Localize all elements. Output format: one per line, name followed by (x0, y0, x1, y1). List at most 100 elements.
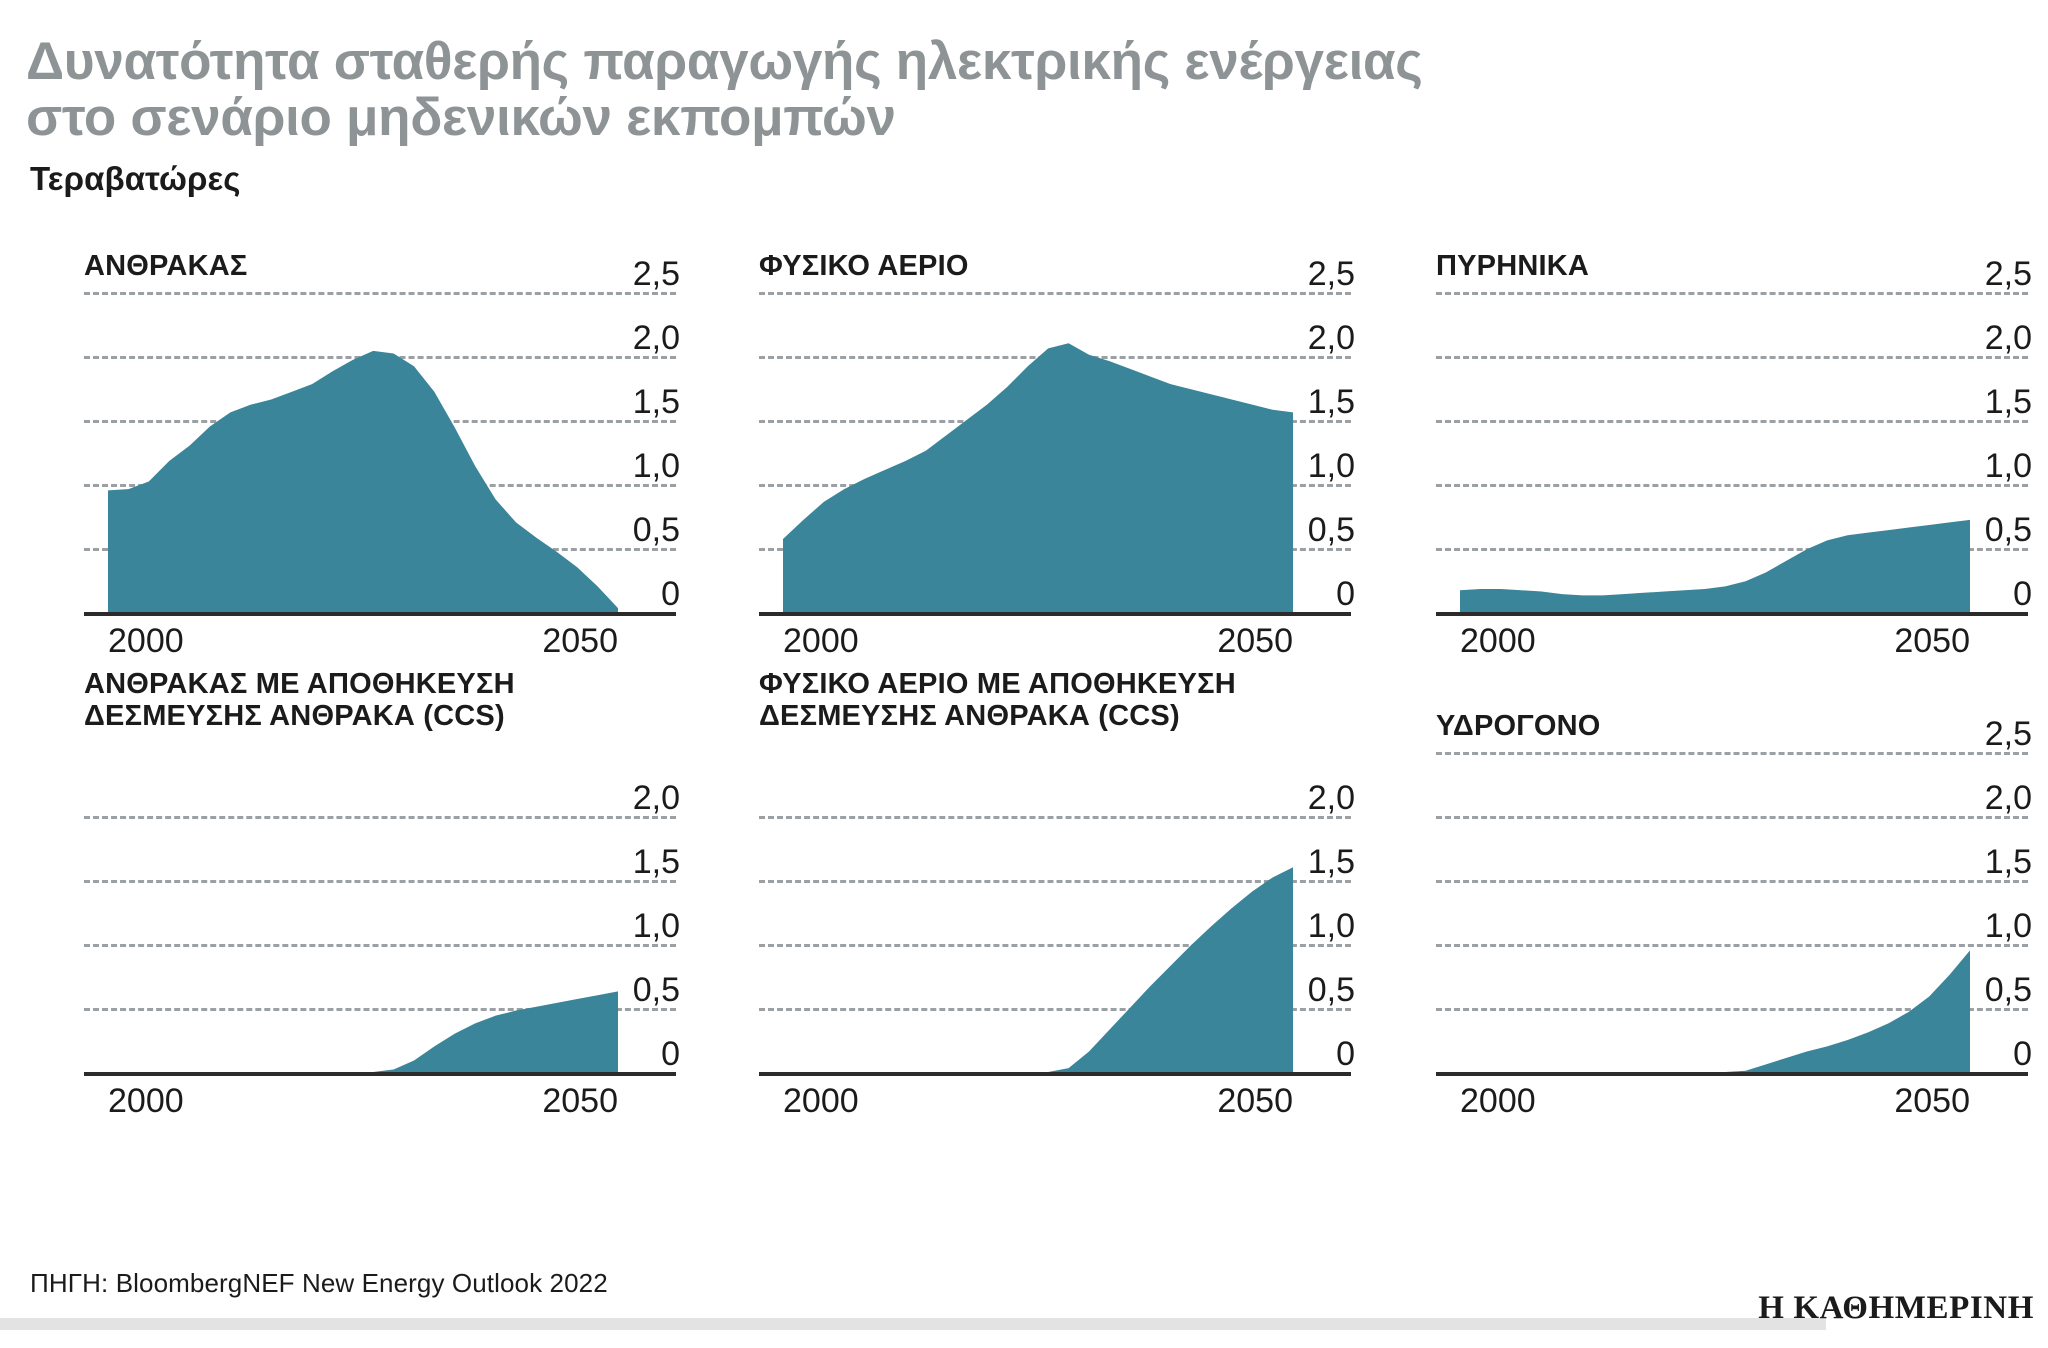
gridline (759, 944, 1351, 947)
chart-units-subtitle: Τεραβατώρες (30, 160, 241, 197)
y-axis-tick-label: 1,0 (632, 907, 680, 945)
gridline (1436, 816, 2028, 819)
gridline (84, 944, 676, 947)
y-axis-tick-label: 1,0 (1307, 907, 1355, 945)
series-area (1436, 292, 2028, 612)
area-series (1725, 950, 1970, 1072)
gridline (759, 1008, 1351, 1011)
chart-row-bottom: ΑΝΘΡΑΚΑΣ ΜΕ ΑΠΟΘΗΚΕΥΣΗ ΔΕΣΜΕΥΣΗΣ ΑΝΘΡΑΚΑ… (0, 668, 2048, 1180)
gridline (759, 292, 1351, 295)
series-area (84, 752, 676, 1072)
chart-panel-gas-ccs: ΦΥΣΙΚΟ ΑΕΡΙΟ ΜΕ ΑΠΟΘΗΚΕΥΣΗ ΔΕΣΜΕΥΣΗΣ ΑΝΘ… (755, 668, 1375, 1180)
y-axis-tick-label: 2,0 (1307, 779, 1355, 817)
x-axis-tick-label-end: 2050 (1217, 622, 1293, 660)
panel-title: ΑΝΘΡΑΚΑΣ (84, 250, 248, 282)
x-axis-tick-label-start: 2000 (783, 622, 859, 660)
y-axis-tick-label: 0,5 (1984, 971, 2032, 1009)
chart-panel-nuclear: ΠΥΡΗΝΙΚΑ 2,5 2,0 1,5 1,0 0,5 0 2000 2050 (1432, 250, 2048, 710)
y-axis-tick-label: 0 (2013, 575, 2032, 613)
gridline (1436, 292, 2028, 295)
y-axis-tick-label: 1,0 (632, 447, 680, 485)
plot-area: 2,5 2,0 1,5 1,0 0,5 0 2000 2050 (1436, 257, 2032, 660)
gridline (1436, 420, 2028, 423)
panel-title: ΥΔΡΟΓΟΝΟ (1436, 710, 1601, 742)
x-axis-tick-label-end: 2050 (1894, 1082, 1970, 1120)
series-area (84, 292, 676, 612)
area-series (783, 343, 1293, 612)
chart-panel-grid: ΑΝΘΡΑΚΑΣ 2,5 2,0 1,5 1,0 0,5 0 2000 2050 ΦΥΣΙΚΟ … (0, 250, 2048, 1180)
x-axis-tick-labels: 2000 2050 (1436, 1082, 2028, 1130)
footer-divider (0, 1318, 1826, 1330)
x-axis-tick-labels: 2000 2050 (1436, 622, 2028, 670)
x-axis-tick-label-end: 2050 (542, 1082, 618, 1120)
gridline (84, 816, 676, 819)
gridline (1436, 484, 2028, 487)
series-area (759, 752, 1351, 1072)
y-axis-tick-label: 1,5 (632, 383, 680, 421)
y-axis-tick-label: 0 (1336, 1035, 1355, 1073)
panel-title: ΠΥΡΗΝΙΚΑ (1436, 250, 1590, 282)
gridline (1436, 356, 2028, 359)
y-axis-tick-label: 0,5 (1984, 511, 2032, 549)
area-series (1460, 519, 1970, 612)
x-axis-line (84, 612, 676, 616)
x-axis-tick-labels: 2000 2050 (84, 1082, 676, 1130)
plot-area: 2,0 1,5 1,0 0,5 0 2000 2050 (759, 752, 1355, 1120)
source-note: ΠΗΓΗ: BloombergNEF New Energy Outlook 20… (30, 1268, 608, 1298)
area-series (108, 350, 618, 612)
y-axis-tick-label: 2,0 (1984, 779, 2032, 817)
y-axis-tick-label: 0 (1336, 575, 1355, 613)
y-axis-tick-label: 1,0 (1307, 447, 1355, 485)
x-axis-tick-labels: 2000 2050 (759, 622, 1351, 670)
y-axis-tick-label: 0,5 (632, 971, 680, 1009)
page-title: Δυνατότητα σταθερής παραγωγής ηλεκτρικής… (26, 31, 1423, 148)
y-axis-tick-label: 1,5 (1984, 383, 2032, 421)
plot-area: 2,5 2,0 1,5 1,0 0,5 0 2000 2050 (84, 257, 680, 660)
chart-panel-natural-gas: ΦΥΣΙΚΟ ΑΕΡΙΟ 2,5 2,0 1,5 1,0 0,5 0 2000 2050 (755, 250, 1375, 710)
gridline (84, 880, 676, 883)
chart-panel-hydrogen: ΥΔΡΟΓΟΝΟ 2,5 2,0 1,5 1,0 0,5 0 2000 2050 (1432, 710, 2048, 1180)
y-axis-tick-label: 1,5 (1307, 843, 1355, 881)
y-axis-tick-label: 0,5 (632, 511, 680, 549)
x-axis-line (84, 1072, 676, 1076)
y-axis-tick-label: 0,5 (1307, 971, 1355, 1009)
x-axis-tick-label-start: 2000 (108, 1082, 184, 1120)
y-axis-tick-label: 1,5 (632, 843, 680, 881)
x-axis-tick-labels: 2000 2050 (84, 622, 676, 670)
y-axis-tick-label: 2,0 (1984, 319, 2032, 357)
area-series (1048, 867, 1293, 1072)
x-axis-tick-label-end: 2050 (1894, 622, 1970, 660)
y-axis-tick-label: 0 (2013, 1035, 2032, 1073)
gridline (1436, 752, 2028, 755)
gridline (1436, 880, 2028, 883)
x-axis-line (759, 1072, 1351, 1076)
plot-area: 2,5 2,0 1,5 1,0 0,5 0 2000 2050 (759, 257, 1355, 660)
y-axis-tick-label: 2,0 (632, 779, 680, 817)
y-axis-tick-label: 0 (661, 1035, 680, 1073)
plot-area: 2,5 2,0 1,5 1,0 0,5 0 2000 2050 (1436, 717, 2032, 1120)
x-axis-tick-labels: 2000 2050 (759, 1082, 1351, 1130)
x-axis-tick-label-start: 2000 (783, 1082, 859, 1120)
x-axis-tick-label-start: 2000 (108, 622, 184, 660)
y-axis-tick-label: 2,5 (1307, 255, 1355, 293)
gridline (84, 292, 676, 295)
y-axis-tick-label: 2,5 (1984, 255, 2032, 293)
chart-panel-coal: ΑΝΘΡΑΚΑΣ 2,5 2,0 1,5 1,0 0,5 0 2000 2050 (80, 250, 700, 710)
gridline (1436, 1008, 2028, 1011)
y-axis-tick-label: 0,5 (1307, 511, 1355, 549)
gridline (84, 1008, 676, 1011)
series-area (759, 292, 1351, 612)
x-axis-tick-label-end: 2050 (1217, 1082, 1293, 1120)
y-axis-tick-label: 1,0 (1984, 447, 2032, 485)
gridline (1436, 944, 2028, 947)
chart-row-top: ΑΝΘΡΑΚΑΣ 2,5 2,0 1,5 1,0 0,5 0 2000 2050 ΦΥΣΙΚΟ … (0, 250, 2048, 710)
gridline (1436, 548, 2028, 551)
y-axis-tick-label: 0 (661, 575, 680, 613)
series-area (1436, 752, 2028, 1072)
x-axis-line (1436, 612, 2028, 616)
x-axis-tick-label-start: 2000 (1460, 622, 1536, 660)
y-axis-tick-label: 1,5 (1307, 383, 1355, 421)
panel-title: ΦΥΣΙΚΟ ΑΕΡΙΟ (759, 250, 969, 282)
x-axis-line (1436, 1072, 2028, 1076)
